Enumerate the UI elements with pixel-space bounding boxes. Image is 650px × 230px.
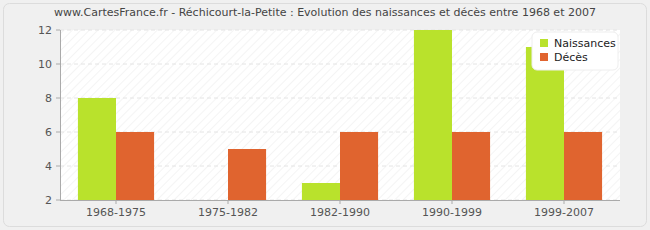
x-tick-label: 1999-2007 xyxy=(534,206,594,219)
bar xyxy=(414,30,452,200)
x-tick-label: 1982-1990 xyxy=(310,206,370,219)
y-tick-label: 6 xyxy=(45,126,52,139)
x-tick-label: 1968-1975 xyxy=(86,206,146,219)
x-tick xyxy=(564,200,565,204)
y-tick xyxy=(56,200,60,201)
x-tick xyxy=(228,200,229,204)
frame xyxy=(4,4,647,227)
bar xyxy=(452,132,490,200)
bar xyxy=(564,132,602,200)
chart-svg: www.CartesFrance.fr - Réchicourt-la-Peti… xyxy=(0,0,650,230)
plot-hatch xyxy=(60,30,620,200)
legend-label: Naissances xyxy=(554,37,616,50)
y-tick xyxy=(56,30,60,31)
plot-area xyxy=(60,30,620,200)
legend-swatch xyxy=(540,53,548,61)
bar xyxy=(340,132,378,200)
y-tick xyxy=(56,64,60,65)
bar xyxy=(78,98,116,200)
legend-label: Décès xyxy=(554,51,588,64)
y-tick-label: 12 xyxy=(38,24,52,37)
grid-line xyxy=(60,30,620,31)
x-tick-label: 1975-1982 xyxy=(198,206,258,219)
y-tick-label: 4 xyxy=(45,160,52,173)
y-tick-label: 10 xyxy=(38,58,52,71)
x-tick xyxy=(116,200,117,204)
bars xyxy=(78,30,602,200)
x-tick xyxy=(340,200,341,204)
y-axis xyxy=(60,30,61,200)
bar xyxy=(228,149,266,200)
title: www.CartesFrance.fr - Réchicourt-la-Peti… xyxy=(54,6,596,19)
y-tick xyxy=(56,132,60,133)
x-tick xyxy=(452,200,453,204)
y-tick xyxy=(56,166,60,167)
bar xyxy=(116,132,154,200)
x-tick-label: 1990-1999 xyxy=(422,206,482,219)
y-tick-label: 8 xyxy=(45,92,52,105)
legend-box xyxy=(532,32,618,70)
chart-container: www.CartesFrance.fr - Réchicourt-la-Peti… xyxy=(0,0,650,230)
legend: NaissancesDécès xyxy=(532,32,618,70)
bar xyxy=(190,200,228,201)
y-tick-label: 2 xyxy=(45,194,52,207)
bar xyxy=(302,183,340,200)
background xyxy=(0,0,650,230)
y-tick xyxy=(56,98,60,99)
legend-swatch xyxy=(540,39,548,47)
